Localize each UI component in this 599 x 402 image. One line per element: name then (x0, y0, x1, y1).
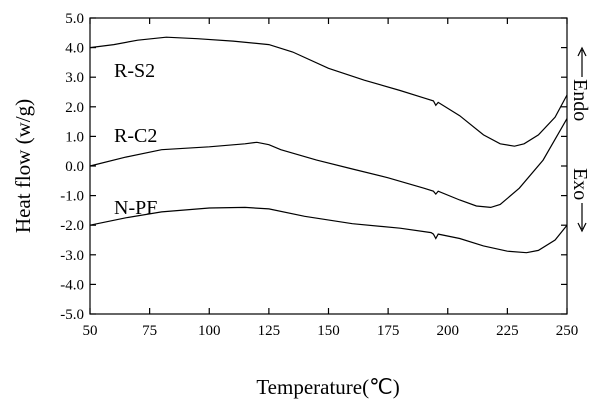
y-tick-label: 0.0 (65, 159, 84, 175)
y-tick-label: 1.0 (65, 129, 84, 145)
y-tick-label: 2.0 (65, 100, 84, 116)
y-tick-label: -3.0 (60, 248, 84, 264)
x-tick-label: 250 (556, 323, 579, 339)
y-tick-label: -5.0 (60, 307, 84, 323)
x-tick-label: 225 (496, 323, 519, 339)
x-tick-label: 100 (198, 323, 221, 339)
series-lines (89, 36, 568, 254)
y-tick-label: 3.0 (65, 70, 84, 86)
x-tick-label: 175 (377, 323, 400, 339)
endo-exo-indicator: Endo Exo (569, 46, 591, 233)
series-label-n-pf: N-PF (114, 197, 157, 219)
x-tick-label: 75 (142, 323, 157, 339)
series-label-r-c2: R-C2 (114, 125, 157, 147)
x-tick-label: 125 (258, 323, 281, 339)
x-tick-label: 200 (437, 323, 460, 339)
x-tick-label: 150 (317, 323, 340, 339)
exo-label: Exo (569, 168, 591, 200)
y-tick-label: 5.0 (65, 11, 84, 27)
series-line-n-pf (89, 206, 568, 254)
y-axis-title: Heat flow (w/g) (11, 99, 35, 233)
series-line-r-s2 (89, 36, 568, 147)
y-tick-label: -2.0 (60, 218, 84, 234)
x-axis-title: Temperature(℃) (256, 375, 399, 399)
series-line-r-c2 (89, 118, 568, 209)
endo-label: Endo (569, 79, 591, 121)
series-label-r-s2: R-S2 (114, 60, 155, 82)
x-tick-label: 50 (83, 323, 98, 339)
y-tick-label: -4.0 (60, 277, 84, 293)
chart-labels: R-S2 R-C2 N-PF (114, 60, 157, 219)
axis-ticks: 50 75 100 125 150 175 200 225 250 5.0 4.0 3.0 2.0 1.0… (60, 11, 578, 339)
plot-frame (89, 17, 568, 315)
y-tick-label: 4.0 (65, 41, 84, 57)
y-tick-label: -1.0 (60, 189, 84, 205)
